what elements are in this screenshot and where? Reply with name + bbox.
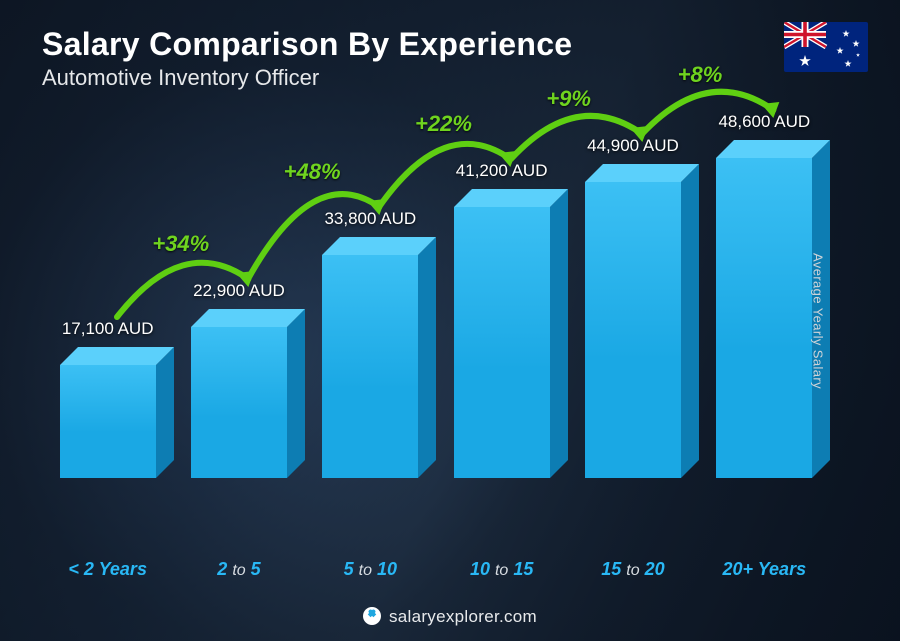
x-tick-label: < 2 Years (42, 559, 173, 589)
bar (585, 182, 681, 478)
bar (60, 365, 156, 478)
bar-value-label: 22,900 AUD (173, 281, 304, 301)
bar-top (585, 164, 699, 182)
chart-subtitle: Automotive Inventory Officer (42, 65, 858, 91)
x-axis: < 2 Years2 to 55 to 1010 to 1515 to 2020… (42, 559, 830, 589)
bar-value-label: 17,100 AUD (42, 319, 173, 339)
chart-title: Salary Comparison By Experience (42, 26, 858, 63)
bar-front (585, 182, 681, 478)
bar-value-label: 33,800 AUD (305, 209, 436, 229)
bar-side (550, 189, 568, 478)
bar-top (716, 140, 830, 158)
bar (191, 327, 287, 478)
x-tick-label: 10 to 15 (436, 559, 567, 589)
bar-front (716, 158, 812, 478)
bar-side (156, 347, 174, 478)
bar-column: 41,200 AUD (436, 118, 567, 478)
bar-front (454, 207, 550, 478)
bar (716, 158, 812, 478)
bar-front (191, 327, 287, 478)
bar-front (60, 365, 156, 478)
footer-site: salaryexplorer.com (389, 607, 537, 626)
bar-front (322, 255, 418, 478)
bar-value-label: 44,900 AUD (567, 136, 698, 156)
bar-value-label: 41,200 AUD (436, 161, 567, 181)
bar-column: 17,100 AUD (42, 118, 173, 478)
x-tick-label: 15 to 20 (567, 559, 698, 589)
delta-percent-label: +34% (152, 231, 209, 257)
chart-plot-area: 17,100 AUD22,900 AUD 33,800 AUD 41,200 AUD… (42, 118, 830, 478)
bar-side (287, 309, 305, 478)
logo-icon (363, 607, 381, 625)
bar-column: 44,900 AUD (567, 118, 698, 478)
delta-percent-label: +8% (678, 62, 723, 88)
bar-side (681, 164, 699, 478)
bar-value-label: 48,600 AUD (699, 112, 830, 132)
delta-percent-label: +9% (546, 86, 591, 112)
bar-top (454, 189, 568, 207)
country-flag-icon (784, 22, 868, 72)
bar-top (322, 237, 436, 255)
delta-percent-label: +22% (415, 111, 472, 137)
x-tick-label: 2 to 5 (173, 559, 304, 589)
y-axis-label: Average Yearly Salary (810, 252, 825, 388)
bar-top (191, 309, 305, 327)
chart-container: Salary Comparison By Experience Automoti… (0, 0, 900, 641)
x-tick-label: 20+ Years (699, 559, 830, 589)
title-block: Salary Comparison By Experience Automoti… (42, 26, 858, 91)
delta-percent-label: +48% (284, 159, 341, 185)
bar-top (60, 347, 174, 365)
bar-series: 17,100 AUD22,900 AUD 33,800 AUD 41,200 AUD… (42, 118, 830, 478)
bar (454, 207, 550, 478)
footer-attribution: salaryexplorer.com (0, 607, 900, 627)
bar-side (418, 237, 436, 478)
x-tick-label: 5 to 10 (305, 559, 436, 589)
bar (322, 255, 418, 478)
